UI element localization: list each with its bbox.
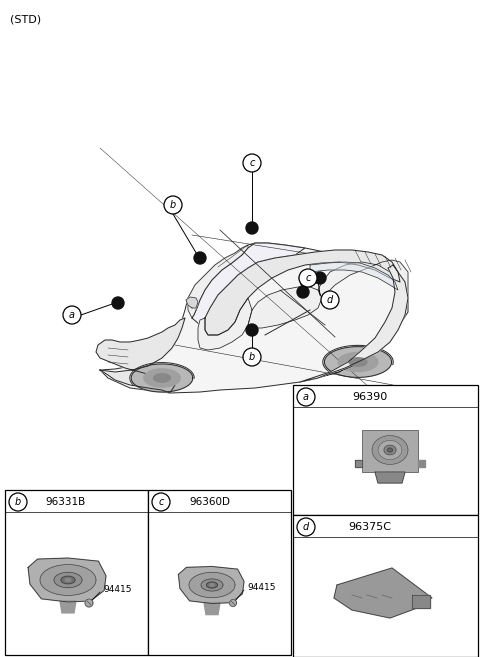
Circle shape	[297, 388, 315, 406]
Circle shape	[297, 286, 309, 298]
Polygon shape	[248, 287, 322, 328]
Text: a: a	[303, 392, 309, 402]
Polygon shape	[144, 369, 180, 387]
Text: 94415: 94415	[103, 585, 132, 595]
Polygon shape	[85, 599, 93, 607]
Polygon shape	[40, 564, 96, 595]
Polygon shape	[201, 579, 223, 591]
Circle shape	[152, 493, 170, 511]
Circle shape	[9, 493, 27, 511]
Polygon shape	[206, 582, 217, 588]
Circle shape	[246, 324, 258, 336]
Circle shape	[314, 272, 326, 284]
Polygon shape	[130, 363, 194, 385]
Polygon shape	[65, 578, 71, 581]
Polygon shape	[300, 260, 408, 382]
Polygon shape	[188, 245, 248, 318]
Polygon shape	[310, 262, 398, 290]
Text: b: b	[249, 352, 255, 362]
Circle shape	[63, 306, 81, 324]
Text: d: d	[327, 295, 333, 305]
Polygon shape	[355, 460, 362, 467]
Polygon shape	[412, 595, 430, 608]
Polygon shape	[54, 572, 82, 588]
Polygon shape	[154, 374, 170, 382]
Circle shape	[297, 518, 315, 536]
Polygon shape	[61, 576, 75, 584]
Polygon shape	[96, 318, 185, 393]
Text: c: c	[158, 497, 164, 507]
Polygon shape	[179, 566, 244, 604]
Text: c: c	[305, 273, 311, 283]
Polygon shape	[349, 357, 367, 367]
Bar	[5, 490, 148, 655]
Text: b: b	[170, 200, 176, 210]
Circle shape	[194, 252, 206, 264]
Circle shape	[112, 297, 124, 309]
Polygon shape	[324, 347, 392, 377]
Circle shape	[321, 291, 339, 309]
Polygon shape	[189, 572, 235, 598]
Text: 94415: 94415	[247, 583, 276, 593]
FancyBboxPatch shape	[362, 430, 418, 472]
Polygon shape	[323, 346, 393, 374]
Polygon shape	[375, 472, 405, 483]
Polygon shape	[338, 352, 378, 371]
Polygon shape	[387, 448, 393, 452]
Text: a: a	[69, 310, 75, 320]
Polygon shape	[418, 460, 425, 467]
Circle shape	[164, 196, 182, 214]
Polygon shape	[192, 243, 305, 325]
Text: 96390: 96390	[352, 392, 388, 402]
Polygon shape	[198, 298, 252, 350]
Bar	[293, 515, 478, 657]
Polygon shape	[28, 558, 106, 602]
Polygon shape	[229, 599, 237, 606]
Text: b: b	[15, 497, 21, 507]
Polygon shape	[100, 243, 408, 393]
Text: 96331B: 96331B	[45, 497, 85, 507]
Polygon shape	[60, 601, 76, 613]
Bar	[148, 490, 291, 655]
Text: 96375C: 96375C	[348, 522, 392, 532]
Text: 96360D: 96360D	[190, 497, 230, 507]
Polygon shape	[300, 265, 408, 382]
Text: c: c	[249, 158, 255, 168]
Circle shape	[243, 154, 261, 172]
Polygon shape	[334, 568, 432, 618]
Polygon shape	[372, 436, 408, 464]
Polygon shape	[186, 297, 198, 308]
Polygon shape	[204, 602, 220, 614]
Circle shape	[243, 348, 261, 366]
Text: d: d	[303, 522, 309, 532]
Circle shape	[299, 269, 317, 287]
Polygon shape	[384, 445, 396, 455]
Polygon shape	[210, 584, 214, 586]
Text: (STD): (STD)	[10, 14, 41, 24]
Circle shape	[246, 222, 258, 234]
Bar	[293, 385, 478, 515]
Polygon shape	[378, 440, 402, 460]
Polygon shape	[131, 364, 193, 392]
Polygon shape	[205, 250, 400, 335]
